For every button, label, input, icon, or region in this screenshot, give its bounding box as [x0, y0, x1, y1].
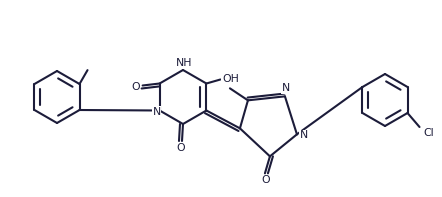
- Text: NH: NH: [176, 58, 192, 68]
- Text: O: O: [262, 175, 270, 185]
- Text: O: O: [177, 143, 185, 153]
- Text: N: N: [282, 83, 290, 93]
- Text: Cl: Cl: [423, 128, 434, 138]
- Text: N: N: [300, 130, 308, 140]
- Text: OH: OH: [222, 73, 239, 84]
- Text: O: O: [131, 82, 140, 91]
- Text: N: N: [152, 107, 161, 116]
